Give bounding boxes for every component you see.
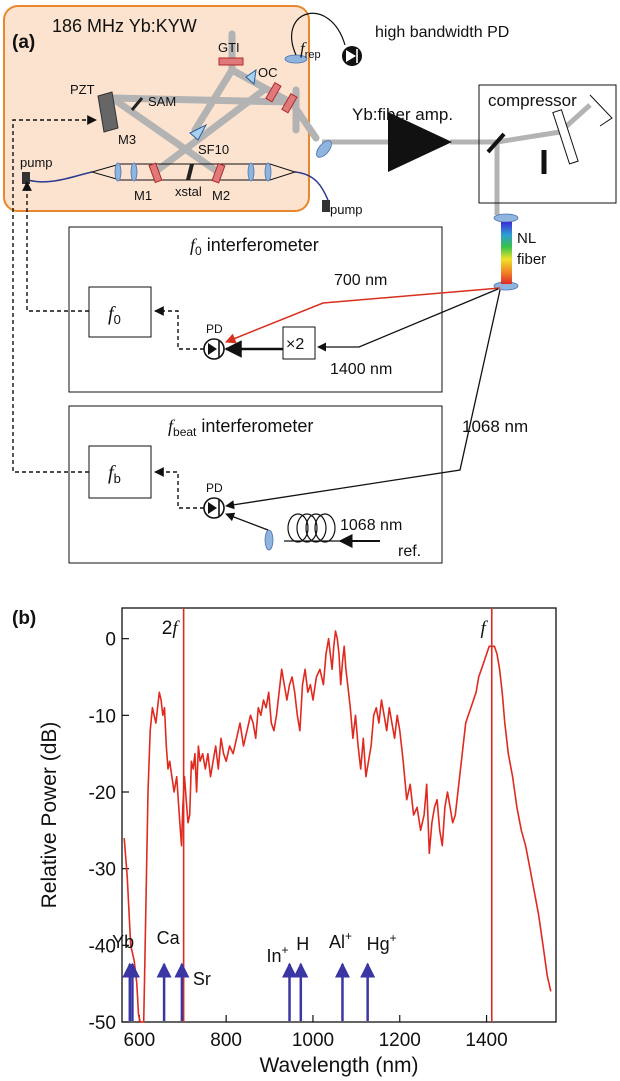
- panel-b-label: (b): [12, 608, 36, 629]
- atom-label-Al: Al+: [329, 929, 352, 952]
- nl-label: NL: [517, 230, 536, 247]
- label-xstal: xstal: [175, 184, 202, 199]
- sf10-prism: [189, 123, 208, 141]
- fb-dashed-pd-box: [154, 467, 204, 509]
- y-tick-label: -20: [89, 783, 116, 804]
- atom-label-H: H: [296, 934, 309, 954]
- label-m2: M2: [212, 188, 230, 203]
- label-pzt: PZT: [70, 82, 95, 97]
- panel-b-chart: (b) 600 800 1000 1200 1400 0-10-20-30-40-50 …: [12, 607, 557, 1077]
- x-axis-label: Wavelength (nm): [259, 1054, 418, 1077]
- compressor-label: compressor: [488, 91, 577, 110]
- label-sam: SAM: [148, 94, 176, 109]
- y-tick-label: -30: [89, 860, 116, 881]
- y-axis-label: Relative Power (dB): [38, 722, 61, 909]
- red-path: [225, 287, 501, 344]
- doubler-label: ×2: [286, 336, 304, 353]
- fbeat-interferometer-title: fbeat interferometer: [168, 416, 313, 439]
- cavity-mirrors: [148, 57, 298, 184]
- label-sf10: SF10: [198, 142, 229, 157]
- label-pump-right: pump: [330, 202, 363, 217]
- f0-pd-label: PD: [206, 322, 223, 336]
- vline-label-1: f: [480, 618, 488, 639]
- atom-label-Sr: Sr: [193, 969, 211, 989]
- wl-700-label: 700 nm: [334, 272, 387, 289]
- f0-counter-label: f0: [108, 303, 121, 327]
- compressor-grating: [552, 109, 579, 165]
- f0-counter-box: [88, 286, 152, 338]
- x-tick-label: 600: [124, 1030, 156, 1051]
- f0-interferometer-title: f0 interferometer: [190, 235, 319, 258]
- label-gti: GTI: [218, 40, 240, 55]
- fb-counter-label: fb: [108, 462, 121, 486]
- path-1068: [225, 289, 501, 510]
- fiber-label: fiber: [517, 251, 546, 268]
- ref-label-a: 1068 nm: [340, 517, 402, 534]
- y-axis-ticks: 0 -10 -20 -30 -40 -50: [89, 630, 129, 1034]
- wl-1068-label: 1068 nm: [462, 417, 528, 436]
- harmonic-lines: 2f f: [162, 608, 493, 1022]
- ref-label-b: ref.: [398, 543, 421, 560]
- amp-triangle: [388, 112, 452, 172]
- plot-frame: [121, 607, 557, 1023]
- label-oc: OC: [258, 65, 278, 80]
- atom-label-Hg: Hg+: [367, 931, 397, 954]
- nl-fiber-bar: [501, 222, 512, 284]
- x-tick-label: 1200: [379, 1030, 421, 1051]
- hbw-pd-label: high bandwidth PD: [375, 24, 509, 41]
- ref-lens-to-pd: [225, 512, 269, 531]
- fb-pd-label: PD: [206, 481, 223, 495]
- x-tick-label: 800: [210, 1030, 242, 1051]
- panel-a-diagram: (a) 186 MHz Yb:KYW: [3, 5, 617, 564]
- f0-interferometer-box: [68, 226, 443, 393]
- vline-label-0: 2f: [162, 618, 181, 639]
- y-tick-label: -10: [89, 706, 116, 727]
- compressor-mirror: [486, 132, 506, 154]
- pzt-block: [97, 91, 119, 133]
- atom-markers: Yb Ca Sr In+ H Al+ Hg+: [112, 928, 397, 1021]
- pump-fiber-left: [27, 171, 93, 183]
- x-tick-label: 1400: [465, 1030, 507, 1051]
- frep-label: frep: [300, 39, 321, 61]
- pump-connector-left: [22, 172, 30, 184]
- atom-label-Yb: Yb: [112, 932, 134, 952]
- label-pump-left: pump: [20, 155, 53, 170]
- pump-connector-right: [322, 200, 330, 212]
- feedback-f0: [22, 181, 89, 312]
- sam-element: [130, 97, 144, 111]
- atom-label-Ca: Ca: [157, 928, 181, 948]
- pump-fiber-right: [294, 171, 329, 201]
- oc-prism: [245, 68, 257, 85]
- feedback-fb: [12, 115, 97, 473]
- panel-a-label: (a): [12, 32, 35, 53]
- label-m3: M3: [118, 132, 136, 147]
- compressor-box: [478, 84, 617, 204]
- y-tick-label: 0: [105, 630, 116, 651]
- label-m1: M1: [134, 188, 152, 203]
- path-1400: [317, 288, 499, 352]
- f0-dashed-pd-box: [154, 306, 204, 350]
- fbeat-interferometer-box: [68, 405, 443, 564]
- x-axis-ticks: 600 800 1000 1200 1400: [124, 1015, 508, 1051]
- x-tick-label: 1000: [292, 1030, 334, 1051]
- laser-title: 186 MHz Yb:KYW: [52, 16, 197, 36]
- atom-label-In: In+: [267, 943, 289, 966]
- frep-cable: [291, 12, 346, 56]
- doubler-box: [282, 326, 316, 360]
- wl-1400-label: 1400 nm: [330, 361, 392, 378]
- amp-label: Yb:fiber amp.: [352, 105, 453, 124]
- spectrum-line: [123, 630, 552, 1023]
- crystal: [186, 163, 194, 181]
- y-tick-label: -50: [89, 1013, 116, 1034]
- y-tick-label: -40: [89, 936, 116, 957]
- cavity-lenses: [114, 54, 519, 551]
- compressor-retro: [589, 94, 613, 127]
